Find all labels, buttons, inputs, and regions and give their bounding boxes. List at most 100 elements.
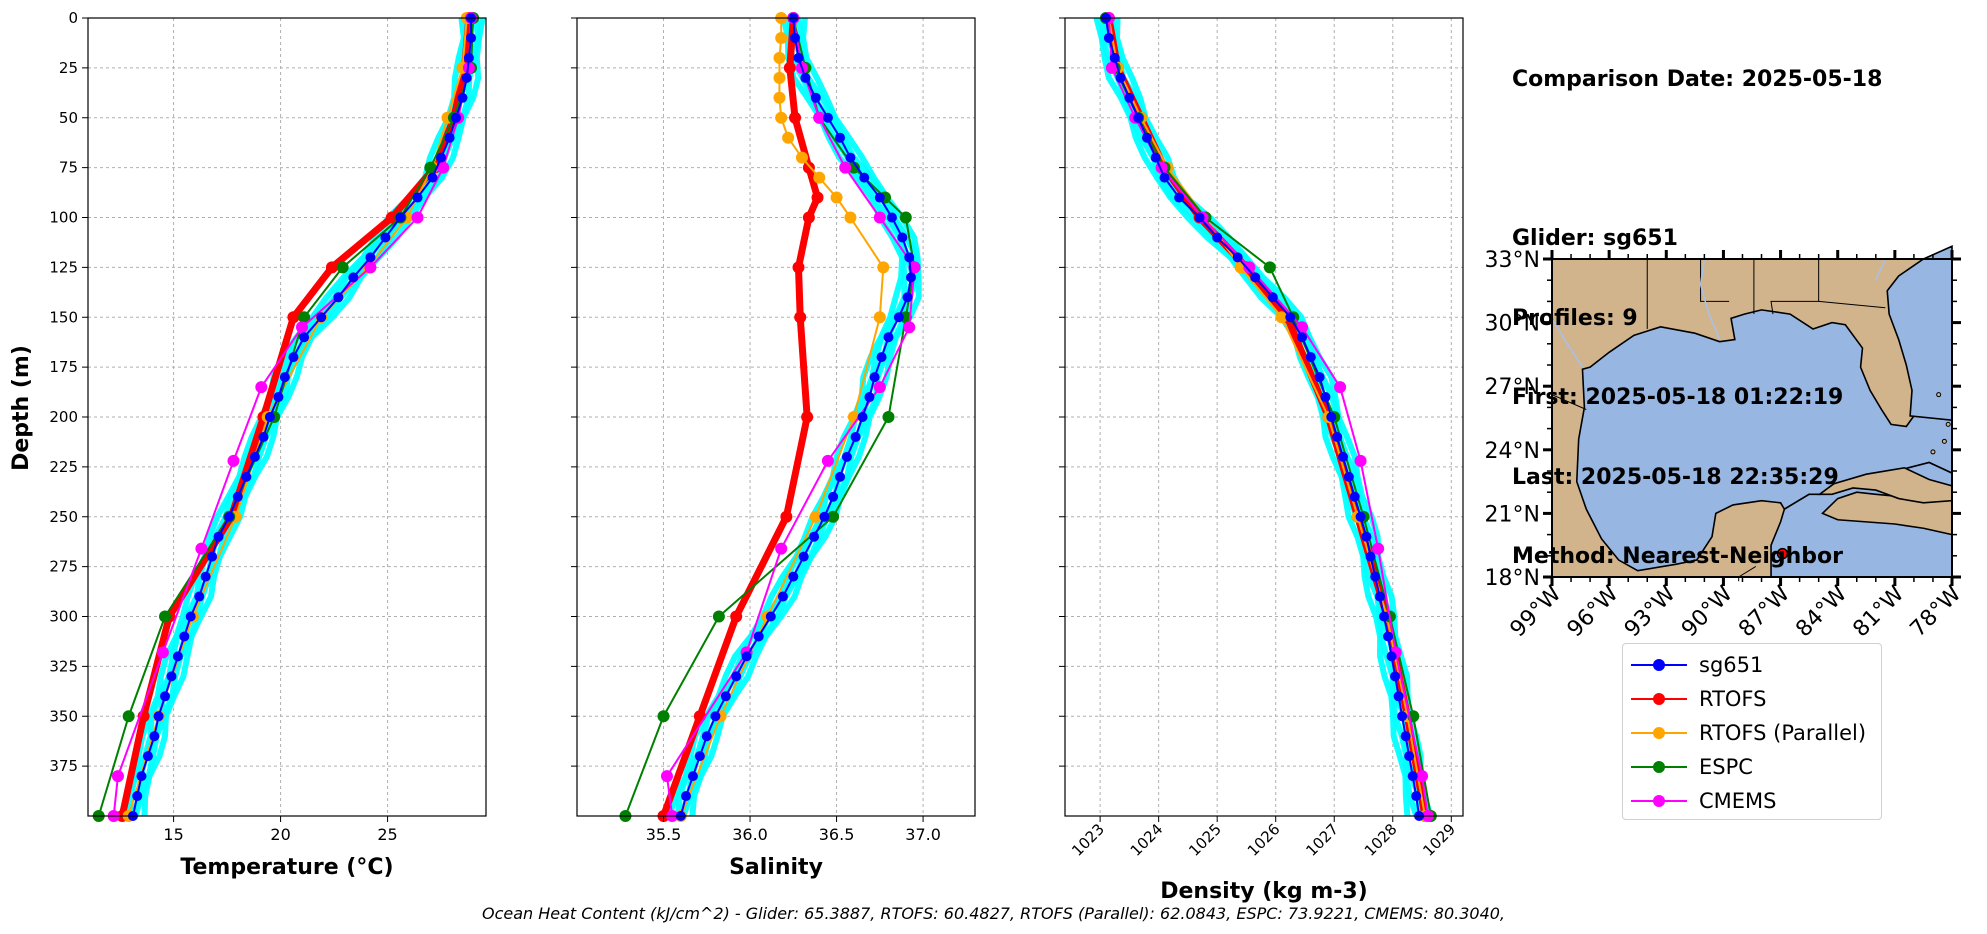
sg651-point [1124,92,1135,103]
y-tick-label: 75 [59,159,78,177]
sg651-point [1370,571,1381,582]
sg651-point [902,292,913,303]
last-time: Last: 2025-05-18 22:35:29 [1512,464,1839,490]
info-spacer [1512,147,1882,174]
sg651-point [1133,112,1144,123]
x-axis-label: Temperature (°C) [180,855,393,880]
cmems-point [462,61,475,74]
sg651-point [905,272,916,283]
sg651-point [741,651,752,662]
rtofs-line [118,17,473,817]
cmems-point [1354,454,1367,467]
sg651-point [132,791,143,802]
profile-panel-1: 15 20 250255075100125150175200225250275300… [49,9,487,880]
sg651-point [1141,132,1152,143]
sg651-point [466,32,477,43]
sg651-point [179,631,190,642]
sg651-point [316,312,327,323]
espc-point [159,610,172,623]
rtofs-parallel-point [775,111,788,124]
cmems-point [660,770,673,783]
sg651-point [897,232,908,243]
y-tick-label: 200 [49,408,78,426]
x-tick-label: 20 [270,825,290,844]
method: Method: Nearest-Neighbor [1512,544,1843,569]
cmems-point [1243,261,1256,274]
comparison-info: Comparison Date: 2025-05-18 Glider: sg65… [1512,14,1882,597]
sg651-point [1285,312,1296,323]
sg651-point [788,571,799,582]
cmems-point [839,161,852,174]
sg651-point [1103,32,1114,43]
x-tick-label: 1025 [1185,820,1225,860]
sg651-point [457,92,468,103]
rtofs-point [693,710,706,723]
sg651-point [1297,332,1308,343]
sg651-point [893,312,904,323]
rtofs-point [789,111,802,124]
rtofs-point [802,161,815,174]
sg651-point [427,172,438,183]
sg651-point [835,132,846,143]
sg651-point [1232,252,1243,263]
y-tick-label: 150 [49,308,78,326]
sg651-point [1393,691,1404,702]
x-axis-label: Salinity [729,855,823,880]
y-tick-label: 125 [49,258,78,276]
cmems-point [411,211,424,224]
y-tick-label: 100 [49,209,78,227]
island-shape [1936,392,1942,398]
sg651-point [810,92,821,103]
sg651-point [694,751,705,762]
sg651-point [185,611,196,622]
rtofs-parallel-point [830,191,843,204]
legend-item-rtofs: RTOFS [1631,682,1766,716]
glider-profile-line [689,17,922,817]
rtofs-parallel-point [1275,311,1288,324]
espc-point [847,161,860,174]
sg651-point [1338,451,1349,462]
sg651-point [380,232,391,243]
sg651-point [136,771,147,782]
river-line [1699,258,1721,340]
sg651-point [1397,711,1408,722]
sg651-point [765,611,776,622]
cmems-point [156,646,169,659]
x-tick-label: 15 [163,825,183,844]
sg651-point [1343,471,1354,482]
sg651-point [224,511,235,522]
rtofs-parallel-point [773,91,786,104]
profile-count: Profiles: 9 [1512,305,1638,331]
legend: sg651 RTOFS RTOFS (Parallel) ESPC CMEMS [1622,643,1882,820]
sg651-point [1267,292,1278,303]
sg651-point [172,651,183,662]
x-tick-label: 35.5 [646,825,682,844]
cmems-point [255,381,268,394]
profile-panel-2: 35.5 36.0 36.5 37.0 Salinity [571,12,976,880]
map-lat-label: 30°N [1485,312,1540,337]
gulf-of-mexico-map: 18°N21°N24°N27°N30°N33°N99°W96°W93°W90°W… [1485,245,1966,642]
sg651-point [1194,212,1205,223]
sg651-point [149,731,160,742]
sg651-point [886,212,897,223]
x-tick-label: 1026 [1244,820,1284,860]
cmems-point [1372,542,1385,555]
sg651-point [710,711,721,722]
sg651-point [681,791,692,802]
sg651-point [1150,152,1161,163]
espc-point [298,311,311,324]
sg651-point [1349,491,1360,502]
espc-point [827,510,840,523]
cmems-point [908,261,921,274]
x-tick-label: 37.0 [905,825,941,844]
espc-point [424,161,437,174]
sg651-point [720,691,731,702]
sg651-point [857,412,868,422]
sg651-point [800,72,811,83]
sg651-point [365,252,376,263]
sg651-point [864,392,875,403]
sg651-point [687,771,698,782]
sg651-point [1374,591,1385,602]
cmems-point [195,542,208,555]
x-tick-label: 1028 [1361,820,1401,860]
